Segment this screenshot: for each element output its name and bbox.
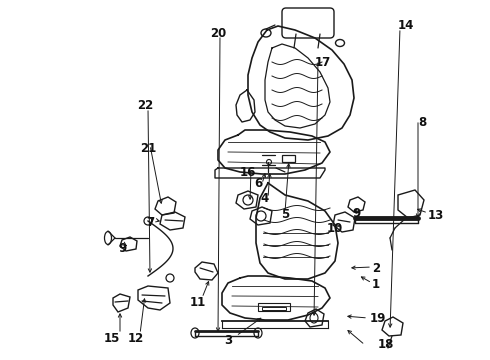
Text: 12: 12 (128, 332, 144, 345)
Text: 9: 9 (118, 242, 126, 255)
Text: 18: 18 (378, 338, 394, 351)
Text: 19: 19 (370, 311, 387, 324)
Text: 3: 3 (224, 333, 232, 346)
Text: 20: 20 (210, 27, 226, 40)
Text: 1: 1 (372, 279, 380, 292)
Text: 5: 5 (281, 207, 289, 220)
Text: 21: 21 (140, 141, 156, 154)
Text: 15: 15 (104, 332, 120, 345)
Text: 16: 16 (240, 166, 256, 179)
Text: 4: 4 (261, 192, 269, 204)
Text: 7: 7 (146, 216, 154, 229)
Text: 8: 8 (418, 116, 426, 129)
Text: 13: 13 (428, 208, 444, 221)
Text: 11: 11 (190, 296, 206, 309)
Text: 10: 10 (327, 221, 343, 234)
Text: 6: 6 (254, 176, 262, 189)
Text: 9: 9 (352, 207, 360, 220)
Text: 14: 14 (398, 18, 415, 32)
Text: 17: 17 (315, 55, 331, 68)
Text: 2: 2 (372, 261, 380, 274)
Text: 22: 22 (137, 99, 153, 112)
